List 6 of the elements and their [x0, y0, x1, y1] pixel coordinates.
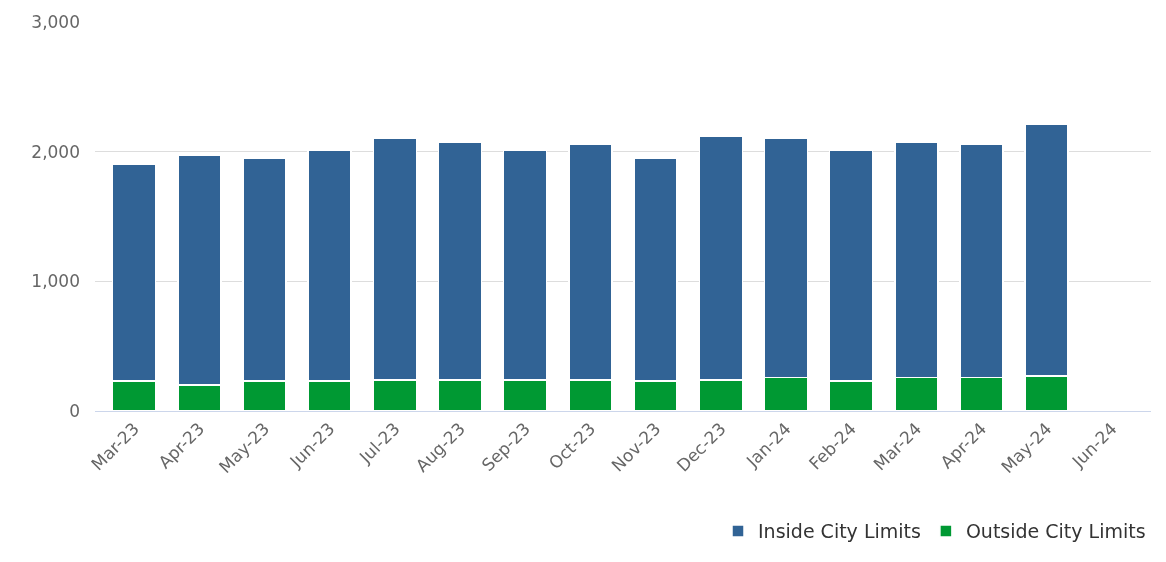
legend-label: Outside City Limits	[965, 520, 1146, 543]
y-tick-label: 2,000	[31, 141, 80, 162]
y-tick-label: 3,000	[31, 11, 80, 32]
y-tick-label: 0	[69, 400, 80, 421]
legend-label: Inside City Limits	[758, 520, 921, 543]
y-tick-label: 1,000	[31, 271, 80, 292]
